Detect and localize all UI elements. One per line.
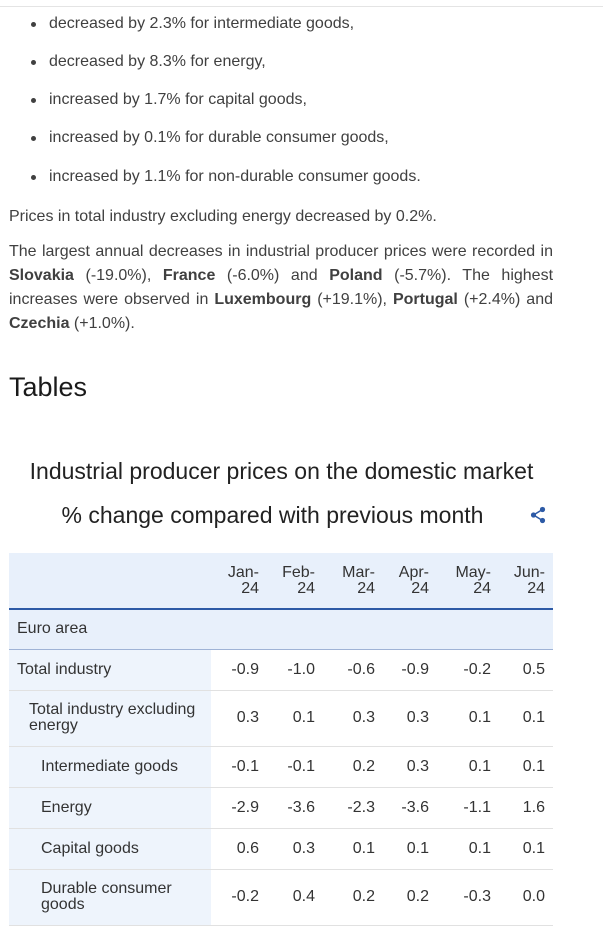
- table-row: Total industry -0.9 -1.0 -0.6 -0.9 -0.2 …: [9, 649, 553, 690]
- table-cell: 0.1: [468, 757, 491, 775]
- table-row: Capital goods 0.6 0.3 0.1 0.1 0.1 0.1: [9, 828, 553, 869]
- table-section-row: Euro area: [9, 609, 553, 650]
- row-label: Capital goods: [9, 828, 211, 869]
- table-cell: 0.1: [406, 839, 429, 857]
- ppi-table: Jan- 24 Feb- 24 Mar- 24 Apr- 24 May- 24 Jun- 2…: [9, 553, 553, 926]
- table-cell: -0.6: [347, 660, 375, 678]
- table-cell: 0.1: [352, 839, 375, 857]
- table-cell: 0.5: [522, 660, 545, 678]
- table-cell: 0.3: [406, 709, 429, 726]
- paragraph-country-changes: The largest annual decreases in industri…: [9, 243, 554, 332]
- table-cell: 0.6: [236, 839, 259, 857]
- country-name: France: [162, 267, 216, 284]
- table-cell: -1.1: [463, 798, 491, 816]
- table-cell: -3.6: [401, 798, 429, 816]
- column-header: Jun- 24: [513, 563, 545, 597]
- table-cell: 0.3: [292, 839, 315, 857]
- table-cell: 0.1: [522, 709, 545, 726]
- column-header: Feb- 24: [282, 563, 315, 597]
- table-cell: -2.9: [231, 798, 259, 816]
- row-label: Durable consumer goods: [9, 869, 211, 925]
- table-cell: 0.1: [292, 709, 315, 726]
- row-label: Energy: [9, 787, 211, 828]
- table-cell: 0.3: [236, 709, 259, 726]
- column-header: Jan- 24: [227, 563, 259, 597]
- country-name: Portugal: [392, 291, 458, 308]
- share-icon[interactable]: [530, 506, 546, 524]
- table-subtitle: % change compared with previous month: [61, 502, 484, 528]
- table-cell: 0.1: [522, 757, 545, 775]
- table-header-row: Jan- 24 Feb- 24 Mar- 24 Apr- 24 May- 24 Jun- 2…: [9, 553, 553, 609]
- table-cell: -0.9: [401, 660, 429, 678]
- table-cell: 1.6: [522, 798, 545, 816]
- table-cell: -3.6: [287, 798, 315, 816]
- table-cell: 0.2: [406, 888, 429, 905]
- table-cell: -0.2: [231, 888, 259, 905]
- table-cell: 0.4: [292, 888, 315, 905]
- column-header: Apr- 24: [398, 563, 429, 597]
- table-cell: -0.3: [463, 888, 491, 905]
- header-empty-cell: [9, 553, 211, 609]
- table-row: Total industry excluding energy 0.3 0.1 …: [9, 690, 553, 746]
- row-label: Intermediate goods: [9, 746, 211, 787]
- row-label: Total industry excluding energy: [9, 690, 211, 746]
- table-cell: 0.2: [352, 888, 375, 905]
- table-cell: 0.1: [468, 709, 491, 726]
- country-name: Slovakia: [9, 267, 74, 284]
- table-cell: -0.1: [231, 757, 259, 775]
- table-row: Durable consumer goods -0.2 0.4 0.2 0.2 …: [9, 869, 553, 925]
- table-cell: 0.3: [352, 709, 375, 726]
- table-cell: 0.1: [522, 839, 545, 857]
- table-row: Energy -2.9 -3.6 -2.3 -3.6 -1.1 1.6: [9, 787, 553, 828]
- top-divider: [0, 6, 603, 7]
- table-title: Industrial producer prices on the domest…: [29, 458, 534, 484]
- column-header: Mar- 24: [342, 563, 375, 597]
- table-cell: -0.9: [231, 660, 259, 678]
- row-label: Total industry: [9, 649, 211, 690]
- table-cell: 0.2: [352, 757, 375, 775]
- table-cell: 0.1: [468, 839, 491, 857]
- table-cell: -0.2: [463, 660, 491, 678]
- table-cell: -2.3: [347, 798, 375, 816]
- table-cell: -0.1: [287, 757, 315, 775]
- country-name: Czechia: [9, 315, 70, 332]
- paragraph-energy-excluded: Prices in total industry excluding energ…: [9, 208, 437, 225]
- section-heading: Tables: [9, 372, 88, 402]
- table-cell: 0.3: [406, 757, 429, 775]
- column-header: May- 24: [455, 563, 491, 597]
- data-table-container: Jan- 24 Feb- 24 Mar- 24 Apr- 24 May- 24 Jun- 2…: [9, 553, 553, 926]
- country-name: Poland: [329, 267, 383, 284]
- country-name: Luxembourg: [214, 291, 312, 308]
- table-cell: 0.0: [522, 888, 545, 905]
- section-label: Euro area: [9, 609, 553, 650]
- table-row: Intermediate goods -0.1 -0.1 0.2 0.3 0.1…: [9, 746, 553, 787]
- table-cell: -1.0: [287, 660, 315, 678]
